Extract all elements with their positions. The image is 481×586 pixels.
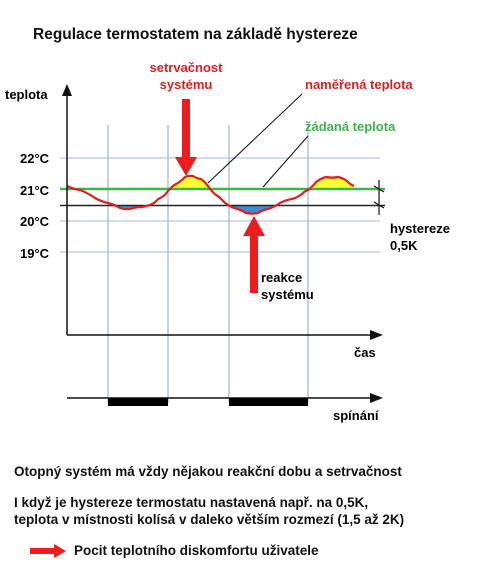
setpoint-leader-line [262, 135, 309, 188]
temperature-axis [62, 84, 72, 335]
measured-temperature-curve [66, 174, 355, 215]
legend-arrow-icon [30, 543, 66, 558]
y-tick-label: 21°C [20, 183, 50, 198]
diagram-title: Regulace termostatem na základě hysterez… [33, 26, 358, 43]
inertia-arrow [175, 99, 197, 176]
note-line-3: teplota v místnosti kolísá v daleko větš… [14, 512, 405, 527]
undershoot-areas [67, 205, 354, 214]
inertia-label-line2: systému [160, 77, 213, 92]
reaction-label-line2: systému [261, 287, 314, 302]
y-tick-label: 19°C [20, 246, 50, 261]
legend: Pocit teplotního diskomfortu uživatele [30, 543, 319, 558]
x-axis-label: čas [354, 345, 376, 360]
reaction-label-line1: reakce [261, 270, 302, 285]
note-line-2: I když je hystereze termostatu nastavená… [14, 495, 369, 510]
y-tick-label: 20°C [20, 214, 50, 229]
y-tick-label: 22°C [20, 151, 50, 166]
note-line-1: Otopný systém má vždy nějakou reakční do… [14, 464, 402, 479]
switching-axis-label: spínání [333, 408, 379, 423]
overshoot-areas [67, 175, 354, 189]
hysteresis-label-line2: 0,5K [390, 238, 418, 253]
measured-label: naměřená teplota [305, 77, 413, 92]
y-tick-labels: 22°C 21°C 20°C 19°C [20, 151, 50, 261]
time-axis [67, 330, 383, 340]
inertia-label-line1: setrvačnost [150, 60, 224, 75]
switch-on-bar [229, 398, 308, 406]
hysteresis-label-line1: hystereze [390, 221, 450, 236]
reaction-arrow [243, 216, 265, 293]
y-axis-label: teplota [5, 87, 48, 102]
measured-leader-line [207, 93, 303, 184]
legend-label: Pocit teplotního diskomfortu uživatele [74, 543, 319, 558]
switch-on-bar [108, 398, 168, 406]
time-gridlines [107, 125, 309, 403]
hysteresis-bracket [373, 180, 385, 215]
setpoint-label: žádaná teplota [305, 119, 396, 134]
temperature-gridlines [60, 157, 380, 253]
switch-on-periods [108, 398, 308, 406]
